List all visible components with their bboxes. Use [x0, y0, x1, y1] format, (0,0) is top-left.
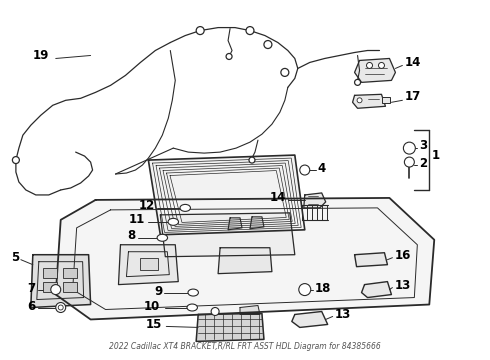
Text: 9: 9 — [154, 285, 162, 298]
Text: 19: 19 — [33, 49, 49, 62]
Polygon shape — [56, 198, 434, 319]
Circle shape — [51, 285, 61, 294]
Text: 14: 14 — [270, 192, 286, 204]
Ellipse shape — [157, 234, 168, 241]
Text: 12: 12 — [139, 199, 155, 212]
Text: 3: 3 — [419, 139, 427, 152]
Polygon shape — [355, 58, 395, 82]
Polygon shape — [353, 94, 386, 108]
Text: 6: 6 — [27, 300, 36, 313]
Text: 14: 14 — [404, 56, 421, 69]
Text: 8: 8 — [127, 229, 135, 242]
Polygon shape — [228, 218, 242, 230]
Text: 4: 4 — [318, 162, 326, 175]
Polygon shape — [119, 245, 178, 285]
Circle shape — [211, 307, 219, 315]
Polygon shape — [218, 248, 272, 274]
Polygon shape — [362, 282, 392, 298]
Bar — [63, 282, 76, 292]
Circle shape — [300, 165, 310, 175]
Circle shape — [357, 98, 362, 103]
Text: 11: 11 — [129, 213, 146, 226]
Circle shape — [196, 27, 204, 35]
Circle shape — [378, 62, 385, 68]
Circle shape — [249, 157, 255, 163]
Text: 10: 10 — [144, 300, 160, 313]
Polygon shape — [196, 314, 264, 341]
Polygon shape — [304, 193, 326, 208]
Circle shape — [12, 157, 20, 163]
Circle shape — [355, 80, 361, 85]
Bar — [63, 268, 76, 278]
Text: 2: 2 — [419, 157, 427, 170]
Circle shape — [58, 305, 63, 310]
Ellipse shape — [187, 304, 197, 311]
Text: 1: 1 — [431, 149, 440, 162]
Ellipse shape — [168, 219, 178, 225]
Text: 13: 13 — [394, 279, 411, 292]
Bar — [141, 258, 158, 270]
Bar — [383, 97, 391, 103]
Text: 13: 13 — [335, 308, 351, 321]
Polygon shape — [31, 255, 91, 307]
Text: 16: 16 — [394, 249, 411, 262]
Circle shape — [226, 54, 232, 59]
Polygon shape — [160, 213, 295, 257]
Polygon shape — [292, 311, 328, 328]
Ellipse shape — [188, 289, 198, 296]
Polygon shape — [250, 217, 264, 229]
Circle shape — [264, 41, 272, 49]
Circle shape — [281, 68, 289, 76]
Circle shape — [404, 157, 415, 167]
Text: 15: 15 — [146, 318, 162, 331]
Circle shape — [367, 62, 372, 68]
Text: 2022 Cadillac XT4 BRACKET,R/RL FRT ASST HDL Diagram for 84385666: 2022 Cadillac XT4 BRACKET,R/RL FRT ASST … — [109, 342, 381, 351]
Circle shape — [246, 27, 254, 35]
Text: 5: 5 — [11, 251, 19, 264]
Text: 7: 7 — [28, 282, 36, 295]
Bar — [43, 268, 57, 278]
Polygon shape — [240, 306, 260, 315]
Bar — [43, 282, 57, 292]
Circle shape — [403, 142, 416, 154]
Ellipse shape — [180, 204, 191, 211]
Circle shape — [299, 284, 311, 296]
Circle shape — [56, 302, 66, 312]
Polygon shape — [355, 253, 388, 267]
Polygon shape — [148, 155, 305, 235]
Text: 18: 18 — [315, 282, 331, 295]
Text: 17: 17 — [404, 90, 420, 103]
